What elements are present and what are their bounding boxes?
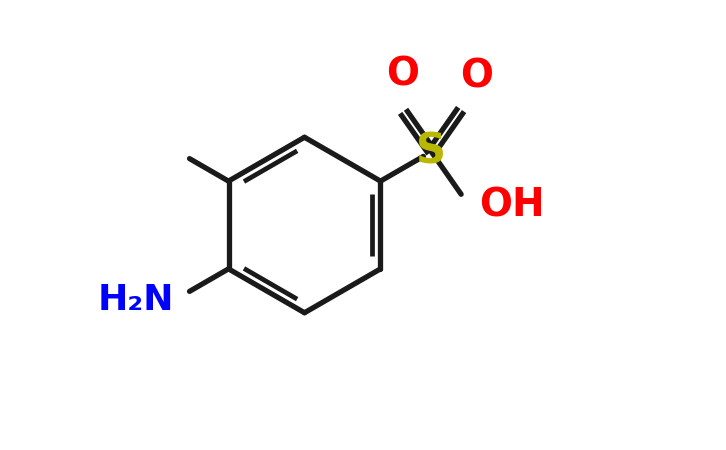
Text: S: S xyxy=(417,131,446,173)
Text: OH: OH xyxy=(479,186,544,225)
Text: O: O xyxy=(386,55,420,93)
Text: O: O xyxy=(460,58,494,96)
Text: H₂N: H₂N xyxy=(97,284,174,317)
